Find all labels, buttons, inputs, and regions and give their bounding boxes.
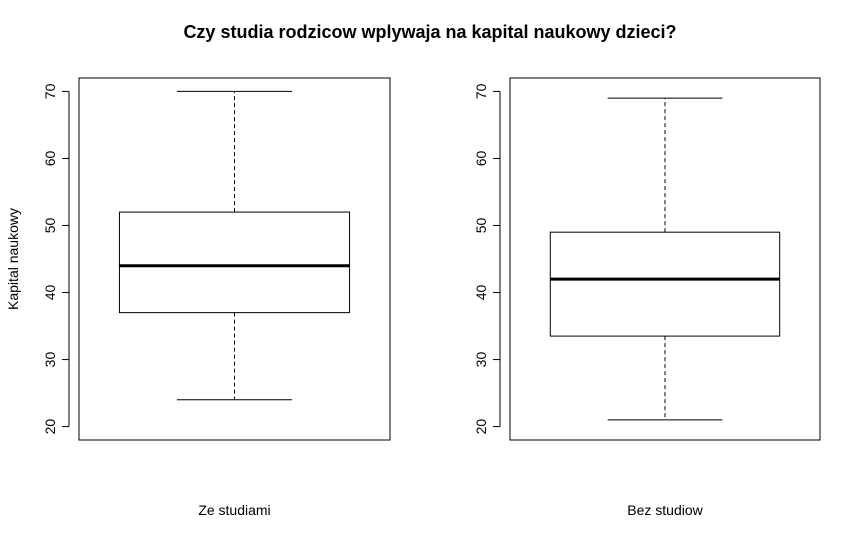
iqr-box [549, 231, 781, 337]
y-tick-label: 30 [42, 352, 58, 368]
chart-title: Czy studia rodzicow wplywaja na kapital … [183, 22, 676, 42]
y-tick-label: 20 [473, 419, 489, 435]
y-tick-label: 60 [473, 150, 489, 166]
y-tick-label: 20 [42, 419, 58, 435]
y-tick-label: 40 [42, 285, 58, 301]
panel-2: 20 30 40 50 60 70 Bez studiow [473, 77, 821, 518]
y-tick-label: 70 [42, 83, 58, 99]
y-tick-label: 30 [473, 352, 489, 368]
plot-frame [509, 77, 821, 441]
plot-frame [78, 77, 391, 441]
x-axis-label: Ze studiami [198, 502, 270, 518]
panels: 20 30 40 50 60 70 Ze studiami 20 30 40 50 60 70 Bez s… [42, 77, 821, 518]
y-tick-label: 60 [42, 150, 58, 166]
x-axis-label: Bez studiow [627, 502, 703, 518]
y-tick-label: 40 [473, 285, 489, 301]
y-tick-label: 70 [473, 83, 489, 99]
y-tick-label: 50 [473, 217, 489, 233]
y-tick-label: 50 [42, 217, 58, 233]
panel-1: 20 30 40 50 60 70 Ze studiami [42, 77, 391, 518]
iqr-box [118, 211, 351, 314]
y-axis-label: Kapital naukowy [5, 208, 21, 310]
